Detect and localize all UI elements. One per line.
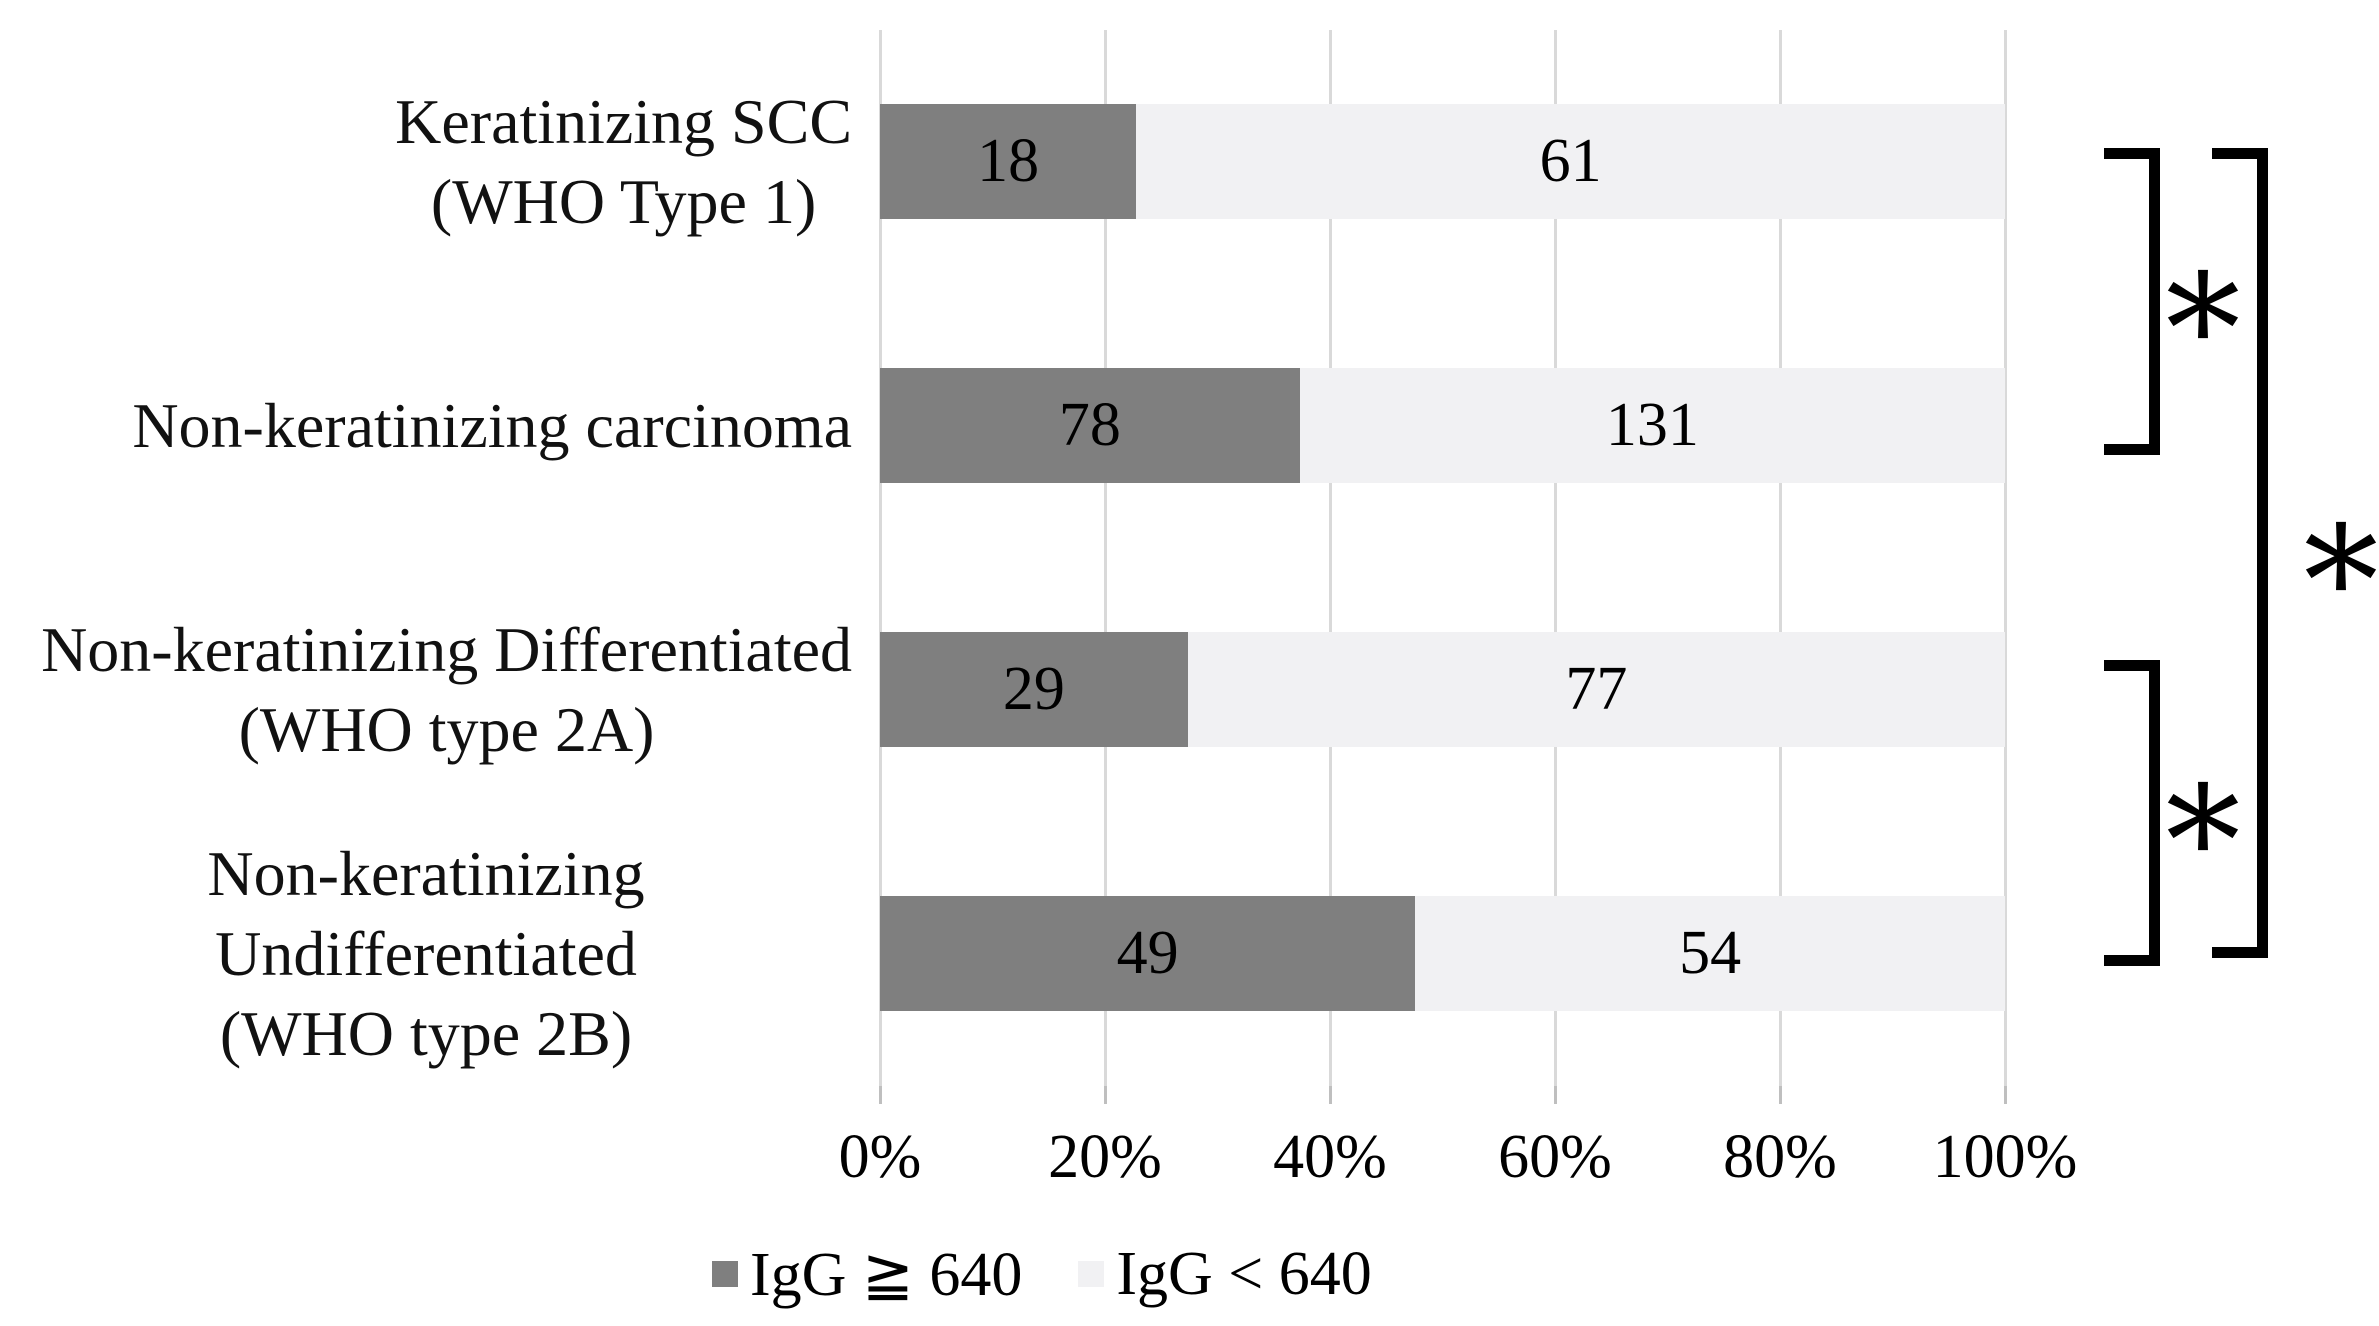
bar-segment-igg-low: 54 — [1415, 896, 2005, 1011]
x-axis-label-0%: 0% — [838, 1123, 922, 1191]
category-label-text: Non-keratinizing Differentiated (WHO typ… — [41, 614, 852, 765]
legend-swatch-igg-low — [1078, 1261, 1105, 1287]
value-label: 131 — [1605, 391, 1699, 459]
significance-bracket-rows1-2 — [2104, 148, 2160, 455]
value-label: 18 — [977, 127, 1040, 195]
legend: IgG ≧ 640 IgG < 640 — [712, 1234, 1372, 1314]
axis-tick-80% — [1779, 1086, 1782, 1104]
bar-segment-igg-high: 18 — [880, 104, 1137, 219]
legend-label-igg-low: IgG < 640 — [1116, 1239, 1372, 1308]
bar-segment-igg-high: 29 — [880, 632, 1188, 747]
bar-segment-igg-high: 49 — [880, 896, 1416, 1011]
gridline-20% — [1104, 30, 1107, 1086]
stacked-bar-3: 29 77 — [880, 632, 2005, 747]
significance-asterisk-rows1-2: ∗ — [2152, 218, 2254, 384]
gridline-40% — [1329, 30, 1332, 1086]
x-axis-label-40%: 40% — [1273, 1123, 1387, 1191]
gridline-60% — [1554, 30, 1557, 1086]
category-label-text: Non-keratinizing Undifferentiated (WHO t… — [207, 838, 645, 1069]
bar-segment-igg-low: 61 — [1136, 104, 2005, 219]
legend-item-igg-low: IgG < 640 — [1078, 1239, 1372, 1310]
legend-item-igg-high: IgG ≧ 640 — [712, 1237, 1022, 1311]
value-label: 78 — [1058, 391, 1121, 459]
significance-bracket-rows1-4 — [2212, 148, 2268, 958]
axis-tick-0% — [879, 1086, 882, 1104]
bar-row-2: Non-keratinizing carcinoma 78 131 — [0, 294, 2379, 558]
axis-tick-100% — [2004, 1086, 2007, 1104]
gridline-80% — [1779, 30, 1782, 1086]
gridline-0% — [879, 30, 882, 1086]
category-label-3: Non-keratinizing Differentiated (WHO typ… — [0, 558, 852, 822]
axis-tick-60% — [1554, 1086, 1557, 1104]
legend-label-igg-high: IgG ≧ 640 — [750, 1241, 1023, 1309]
x-axis-label-60%: 60% — [1498, 1123, 1612, 1191]
category-label-text: Non-keratinizing carcinoma — [132, 390, 852, 461]
x-axis-label-100%: 100% — [1932, 1123, 2078, 1191]
value-label: 61 — [1539, 127, 1602, 195]
stacked-bar-2: 78 131 — [880, 368, 2005, 483]
stacked-bar-1: 18 61 — [880, 104, 2005, 219]
stacked-bar-4: 49 54 — [880, 896, 2005, 1011]
gridline-100% — [2004, 30, 2007, 1086]
x-axis-label-20%: 20% — [1048, 1123, 1162, 1191]
category-label-2: Non-keratinizing carcinoma — [0, 294, 852, 558]
value-label: 49 — [1116, 919, 1179, 987]
value-label: 29 — [1002, 655, 1065, 723]
significance-asterisk-rows3-4: ∗ — [2152, 730, 2254, 896]
bar-segment-igg-low: 77 — [1187, 632, 2005, 747]
category-label-4: Non-keratinizing Undifferentiated (WHO t… — [0, 822, 852, 1086]
x-axis-label-80%: 80% — [1723, 1123, 1837, 1191]
bar-row-3: Non-keratinizing Differentiated (WHO typ… — [0, 558, 2379, 822]
value-label: 77 — [1565, 655, 1628, 723]
category-label-1: Keratinizing SCC (WHO Type 1) — [0, 30, 852, 294]
axis-tick-20% — [1104, 1086, 1107, 1104]
bar-row-1: Keratinizing SCC (WHO Type 1) 18 61 — [0, 30, 2379, 294]
bar-row-4: Non-keratinizing Undifferentiated (WHO t… — [0, 822, 2379, 1086]
bar-segment-igg-high: 78 — [880, 368, 1300, 483]
axis-tick-40% — [1329, 1086, 1332, 1104]
category-label-text: Keratinizing SCC (WHO Type 1) — [395, 86, 852, 237]
legend-swatch-igg-high — [712, 1261, 738, 1287]
significance-asterisk-rows1-4: ∗ — [2290, 470, 2379, 636]
value-label: 54 — [1679, 919, 1742, 987]
bar-segment-igg-low: 131 — [1299, 368, 2005, 483]
significance-bracket-rows3-4 — [2104, 660, 2160, 966]
